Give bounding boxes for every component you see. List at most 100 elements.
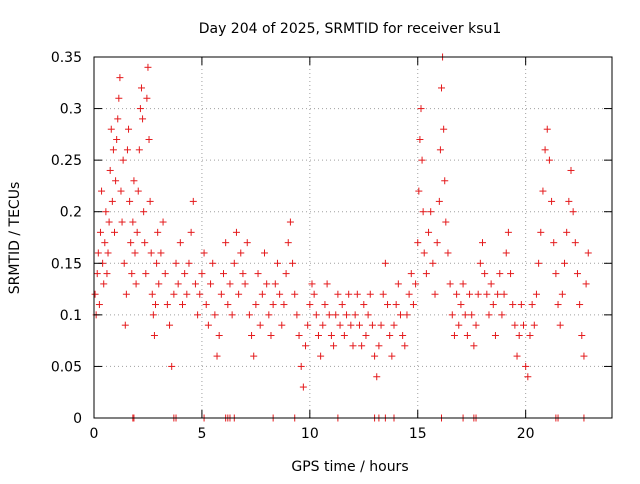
data-point	[489, 301, 497, 309]
data-point	[375, 342, 383, 350]
data-point	[336, 321, 344, 329]
data-point	[93, 270, 101, 278]
data-point	[189, 197, 197, 205]
data-point	[106, 166, 114, 174]
data-point	[94, 249, 102, 257]
data-point	[330, 342, 338, 350]
data-point	[517, 301, 525, 309]
data-point	[235, 290, 243, 298]
data-point	[485, 311, 493, 319]
data-point	[487, 280, 495, 288]
data-point	[323, 280, 331, 288]
data-point	[144, 63, 152, 71]
data-point	[185, 259, 193, 267]
data-point	[427, 208, 435, 216]
data-point	[269, 301, 277, 309]
data-point	[276, 290, 284, 298]
data-point	[535, 259, 543, 267]
data-point	[334, 290, 342, 298]
y-tick-label: 0.3	[60, 102, 82, 118]
data-point	[479, 239, 486, 247]
data-point	[133, 228, 141, 236]
data-point	[152, 301, 160, 309]
data-point	[524, 373, 532, 381]
data-point	[388, 352, 396, 360]
data-point	[401, 342, 409, 350]
data-point	[332, 311, 340, 319]
data-point	[230, 259, 238, 267]
data-point	[419, 208, 427, 216]
data-point	[154, 228, 162, 236]
data-point	[170, 290, 178, 298]
data-point	[280, 301, 288, 309]
data-point	[135, 146, 143, 154]
data-point	[392, 301, 400, 309]
data-point	[126, 197, 134, 205]
data-point	[394, 280, 402, 288]
data-point	[502, 249, 510, 257]
data-point	[576, 301, 584, 309]
data-point	[548, 197, 556, 205]
data-point	[155, 280, 163, 288]
data-point	[580, 352, 588, 360]
data-point	[429, 259, 437, 267]
data-point	[403, 311, 411, 319]
data-point	[481, 270, 489, 278]
data-point	[148, 290, 156, 298]
data-point	[399, 331, 407, 339]
data-point	[278, 321, 286, 329]
data-point	[263, 280, 271, 288]
data-point	[343, 311, 351, 319]
data-point	[215, 331, 223, 339]
data-point	[340, 331, 348, 339]
data-point	[325, 311, 333, 319]
y-tick-label: 0.35	[51, 50, 82, 66]
data-point	[441, 177, 449, 185]
data-point	[520, 321, 528, 329]
data-point	[136, 105, 144, 113]
data-point	[237, 249, 245, 257]
x-tick-label: 15	[409, 426, 427, 442]
data-point	[327, 331, 335, 339]
data-point	[349, 342, 357, 350]
data-point	[261, 249, 269, 257]
data-point	[379, 290, 387, 298]
data-point	[431, 290, 439, 298]
data-point	[569, 208, 577, 216]
data-point	[118, 218, 126, 226]
data-point	[202, 301, 210, 309]
data-point	[297, 362, 305, 370]
data-point	[128, 270, 136, 278]
data-point	[146, 197, 154, 205]
data-point	[435, 197, 443, 205]
data-point	[178, 301, 186, 309]
data-point	[222, 239, 230, 247]
data-point	[239, 270, 247, 278]
data-point	[371, 352, 379, 360]
data-point	[483, 290, 491, 298]
data-point	[556, 321, 564, 329]
data-point	[509, 301, 517, 309]
data-point	[139, 115, 147, 123]
y-tick-label: 0.1	[60, 308, 82, 324]
data-point	[127, 239, 135, 247]
data-point	[455, 321, 463, 329]
data-point	[437, 84, 445, 92]
data-point	[571, 239, 579, 247]
data-point	[417, 105, 425, 113]
data-point	[412, 280, 420, 288]
data-point	[125, 125, 133, 133]
data-point	[209, 259, 217, 267]
data-point	[543, 125, 551, 133]
data-point	[405, 290, 413, 298]
data-point	[528, 301, 536, 309]
data-point	[312, 311, 320, 319]
data-point	[100, 280, 108, 288]
y-tick-label: 0.2	[60, 205, 82, 221]
data-point	[302, 342, 310, 350]
y-tick-label: 0.15	[51, 256, 82, 272]
data-point	[142, 270, 150, 278]
data-point	[113, 136, 121, 144]
data-point	[461, 311, 469, 319]
data-point	[103, 270, 111, 278]
